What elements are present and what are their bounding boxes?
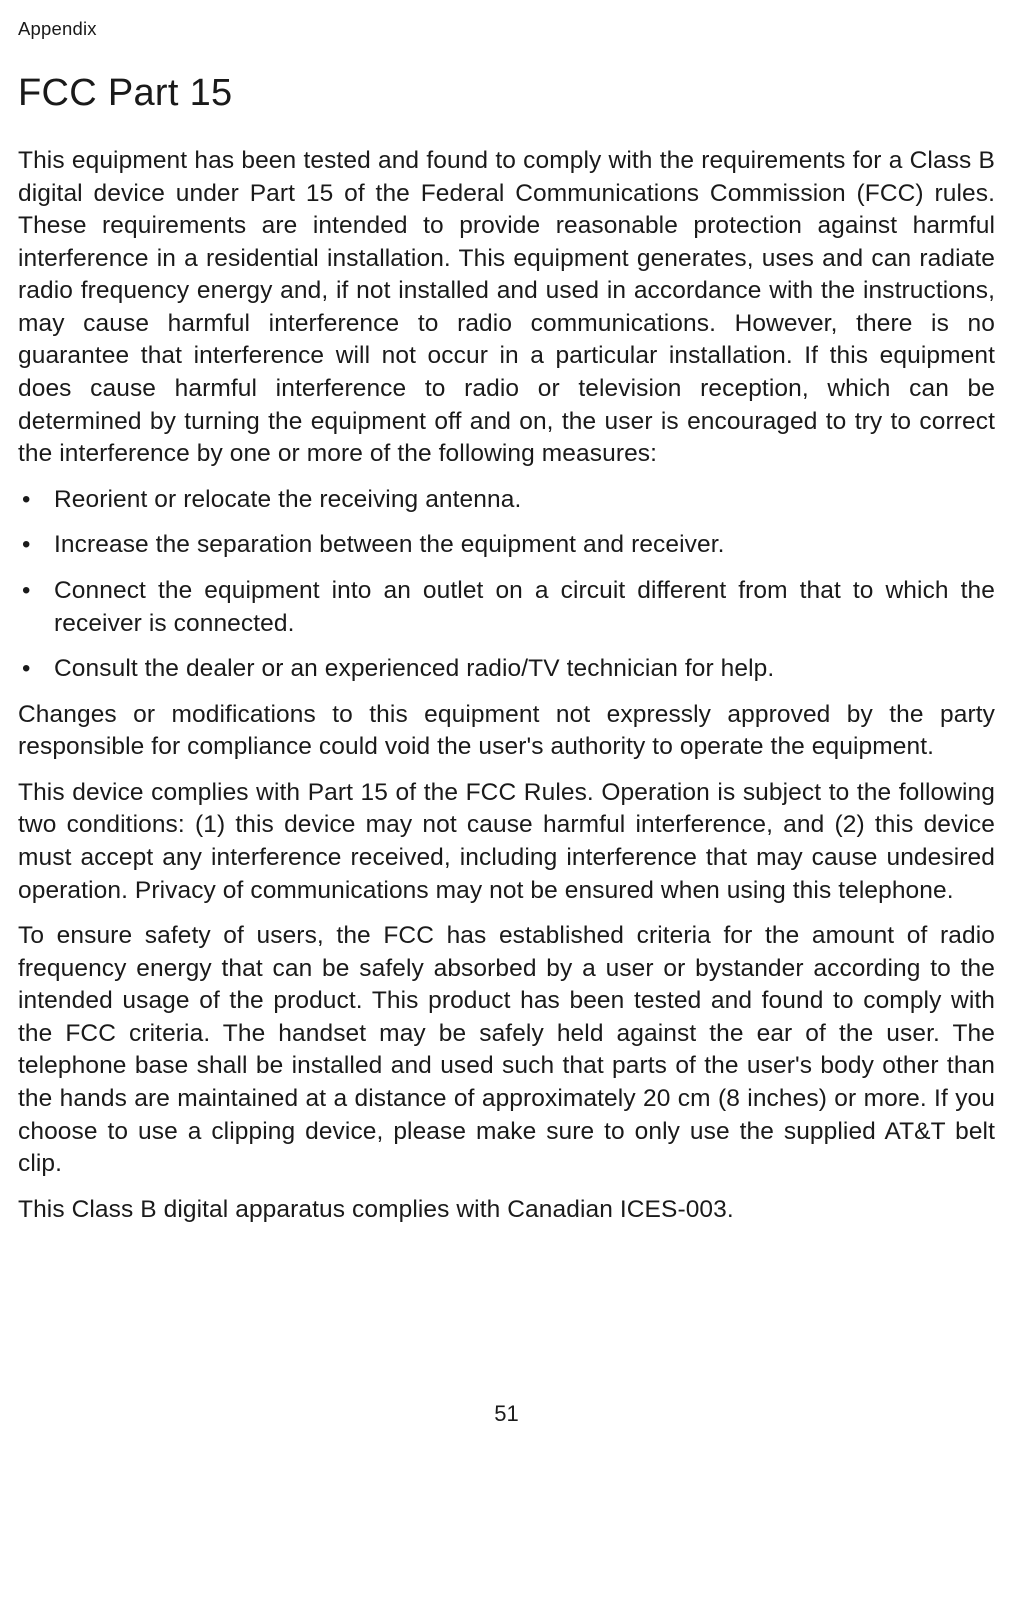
paragraph-intro: This equipment has been tested and found… bbox=[18, 145, 995, 471]
bullet-list: Reorient or relocate the receiving anten… bbox=[18, 484, 995, 686]
list-item: Reorient or relocate the receiving anten… bbox=[18, 484, 995, 517]
page-title: FCC Part 15 bbox=[18, 72, 995, 115]
list-item: Consult the dealer or an experienced rad… bbox=[18, 653, 995, 686]
list-item: Connect the equipment into an outlet on … bbox=[18, 575, 995, 640]
page-number: 51 bbox=[18, 1401, 995, 1427]
paragraph-canadian: This Class B digital apparatus complies … bbox=[18, 1194, 995, 1227]
paragraph-compliance: This device complies with Part 15 of the… bbox=[18, 777, 995, 907]
list-item: Increase the separation between the equi… bbox=[18, 529, 995, 562]
section-label: Appendix bbox=[18, 18, 995, 40]
paragraph-modifications: Changes or modifications to this equipme… bbox=[18, 699, 995, 764]
paragraph-safety: To ensure safety of users, the FCC has e… bbox=[18, 920, 995, 1181]
